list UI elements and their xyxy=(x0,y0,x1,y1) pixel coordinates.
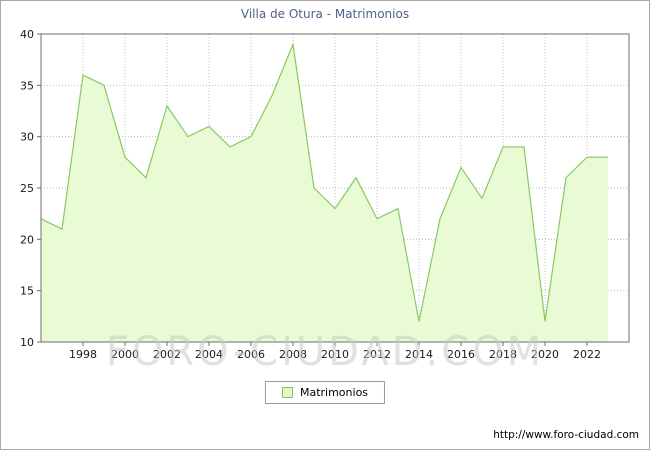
svg-text:2006: 2006 xyxy=(237,348,265,361)
svg-text:1998: 1998 xyxy=(69,348,97,361)
svg-text:2016: 2016 xyxy=(447,348,475,361)
svg-text:2012: 2012 xyxy=(363,348,391,361)
svg-text:2000: 2000 xyxy=(111,348,139,361)
site-url: http://www.foro-ciudad.com xyxy=(493,429,639,441)
svg-text:10: 10 xyxy=(20,336,34,349)
legend-label: Matrimonios xyxy=(299,386,369,399)
chart-title: Villa de Otura - Matrimonios xyxy=(240,7,410,21)
svg-text:2010: 2010 xyxy=(321,348,349,361)
svg-text:40: 40 xyxy=(20,28,34,41)
svg-text:20: 20 xyxy=(20,233,34,246)
legend-swatch-icon xyxy=(281,387,293,398)
svg-text:35: 35 xyxy=(20,79,34,92)
svg-text:15: 15 xyxy=(20,285,34,298)
legend: Matrimonios xyxy=(264,381,386,404)
svg-text:2004: 2004 xyxy=(195,348,223,361)
svg-text:2020: 2020 xyxy=(531,348,559,361)
svg-text:2008: 2008 xyxy=(279,348,307,361)
svg-text:25: 25 xyxy=(20,182,34,195)
svg-text:2002: 2002 xyxy=(153,348,181,361)
svg-text:2022: 2022 xyxy=(573,348,601,361)
svg-text:30: 30 xyxy=(20,131,34,144)
svg-text:2018: 2018 xyxy=(489,348,517,361)
svg-text:2014: 2014 xyxy=(405,348,433,361)
